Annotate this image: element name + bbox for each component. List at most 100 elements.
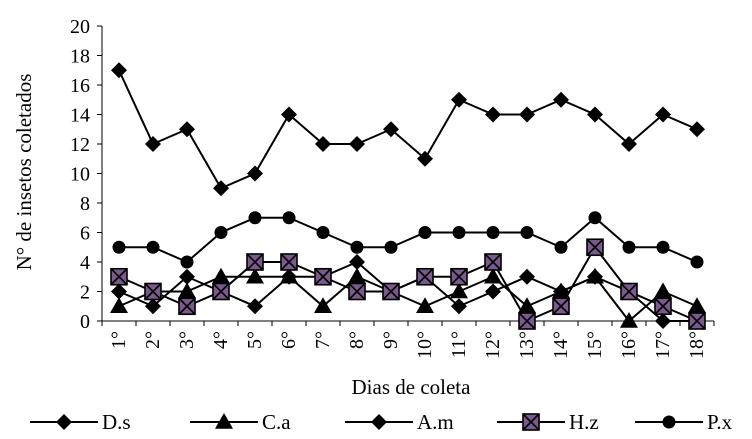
marker-diamond [587,268,603,285]
marker-diamond [111,62,127,79]
x-tick-label: 4° [210,331,232,349]
marker-diamond [349,136,365,152]
marker-circle [656,240,670,254]
marker-triangle [348,267,366,284]
marker-circle [452,226,466,239]
legend-item: D.s [30,410,131,434]
marker-triangle [416,297,434,313]
marker-diamond [451,298,467,315]
marker-diamond [485,283,501,300]
marker-square-x [654,297,672,316]
marker-square-x [416,267,434,286]
marker-diamond [689,121,705,138]
y-tick-label: 6 [80,223,90,245]
marker-triangle [212,267,230,284]
legend-item: H.z [497,410,599,434]
marker-square-x [212,282,230,301]
marker-circle [662,415,676,429]
marker-diamond [655,313,671,329]
marker-square-x [144,282,162,301]
legend: D.s C.a A.m H.z P.x [30,410,733,434]
marker-circle [622,240,636,254]
y-tick-label: 4 [80,252,90,274]
marker-diamond [281,268,297,285]
x-tick-label: 16° [618,331,640,359]
x-tick-label: 6° [278,331,300,349]
marker-triangle [620,312,638,328]
marker-square-x [280,253,298,271]
marker-triangle [450,282,468,299]
marker-diamond [553,283,569,300]
marker-circle [316,226,330,239]
marker-square-x [552,297,570,316]
y-tick-label: 2 [80,282,90,304]
marker-diamond [111,283,127,300]
series-line [118,69,698,190]
y-tick-label: 12 [70,134,90,156]
marker-diamond [383,121,399,138]
series-am [111,254,705,329]
marker-diamond [371,414,387,430]
series-line [118,260,697,322]
x-tick-label: 13° [516,331,538,359]
x-tick-label: 14° [550,331,572,359]
marker-diamond [213,180,229,197]
marker-diamond [145,298,161,315]
marker-diamond [553,91,569,108]
legend-label: A.m [417,410,454,434]
x-tick-label: 9° [380,331,402,349]
legend-label: H.z [569,410,599,434]
marker-square-x [518,312,536,330]
marker-square-x [586,238,604,257]
marker-diamond [349,254,365,270]
marker-diamond [621,136,637,152]
legend-label: C.a [262,410,291,434]
marker-square-x [314,267,332,286]
marker-diamond [179,121,195,138]
marker-square-x [620,282,638,301]
marker-circle [690,255,704,269]
marker-diamond [587,106,603,123]
marker-diamond [417,150,433,167]
marker-triangle [654,282,672,299]
marker-circle [520,226,534,239]
series-px [112,211,704,269]
series-group [110,62,706,330]
x-axis-label: Dias de coleta [352,375,472,399]
marker-square-x [110,267,128,286]
marker-square-x [522,413,540,431]
marker-circle [384,240,398,254]
y-tick-label: 16 [70,75,90,97]
x-tick-label: 17° [652,331,674,359]
marker-diamond [145,136,161,152]
x-tick-label: 10° [414,331,436,359]
marker-triangle [178,282,196,299]
marker-circle [588,211,602,225]
marker-triangle [246,267,264,284]
legend-item: P.x [635,410,733,434]
y-tick-label: 14 [70,105,90,127]
y-tick-labels: 0 2 4 6 8 10 12 14 16 18 20 [70,16,90,333]
marker-diamond [655,106,671,123]
marker-square-x [246,253,264,271]
marker-circle [146,240,160,254]
legend-item: C.a [190,410,291,434]
marker-circle [214,226,228,239]
series-hz [110,238,706,330]
marker-circle [350,240,364,254]
marker-diamond [519,106,535,123]
marker-triangle [110,297,128,313]
x-tick-label: 5° [244,331,266,349]
x-tick-label: 15° [584,331,606,359]
y-tick-label: 10 [70,164,90,186]
marker-triangle [518,297,536,313]
marker-triangle [215,413,233,429]
x-tick-label: 18° [686,331,708,359]
marker-triangle [314,297,332,313]
y-tick-label: 8 [80,193,90,215]
y-tick-label: 18 [70,46,90,68]
marker-circle [282,211,296,225]
marker-diamond [281,106,297,123]
x-tick-label: 7° [312,331,334,349]
